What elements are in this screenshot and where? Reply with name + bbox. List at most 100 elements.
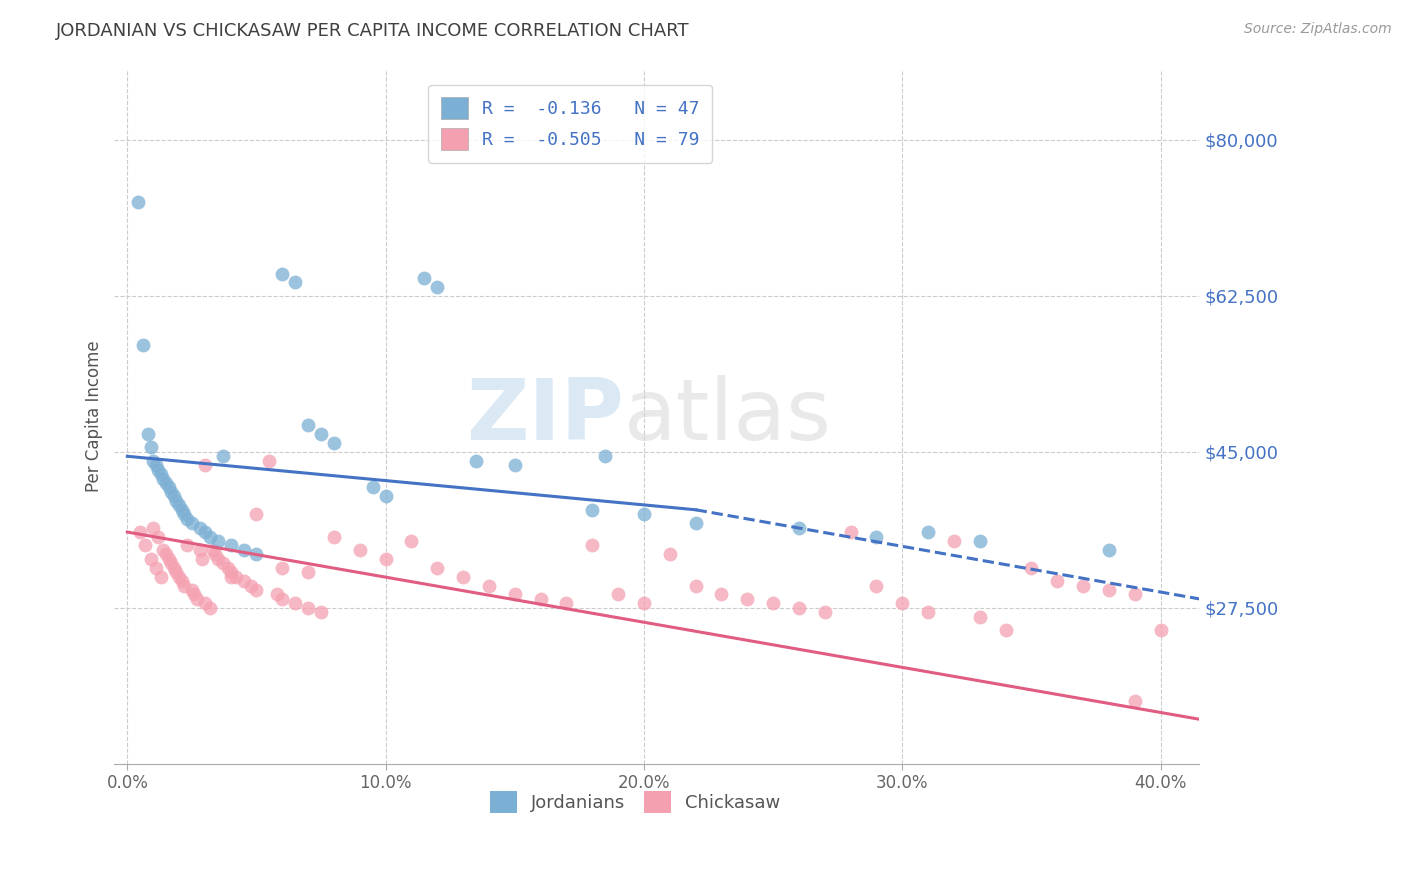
Point — [426, 560, 449, 574]
Point — [201, 542, 224, 557]
Point — [217, 560, 239, 574]
Point — [194, 524, 217, 539]
Point — [167, 498, 190, 512]
Point — [271, 267, 294, 281]
Point — [465, 454, 488, 468]
Point — [943, 533, 966, 548]
Point — [271, 591, 294, 606]
Point — [865, 529, 887, 543]
Point — [155, 476, 177, 491]
Point — [188, 542, 211, 557]
Point — [155, 547, 177, 561]
Point — [284, 276, 307, 290]
Point — [173, 578, 195, 592]
Point — [148, 529, 170, 543]
Point — [149, 467, 172, 482]
Point — [917, 605, 939, 619]
Point — [129, 524, 152, 539]
Point — [297, 565, 319, 579]
Point — [309, 427, 332, 442]
Point — [1098, 582, 1121, 597]
Point — [581, 538, 603, 552]
Point — [173, 507, 195, 521]
Point — [685, 578, 707, 592]
Point — [204, 547, 226, 561]
Point — [170, 502, 193, 516]
Point — [186, 591, 208, 606]
Point — [170, 574, 193, 588]
Point — [555, 596, 578, 610]
Point — [787, 600, 810, 615]
Point — [191, 551, 214, 566]
Point — [176, 538, 198, 552]
Y-axis label: Per Capita Income: Per Capita Income — [86, 341, 103, 492]
Point — [232, 574, 254, 588]
Point — [323, 436, 346, 450]
Point — [127, 195, 149, 210]
Point — [374, 551, 396, 566]
Point — [148, 463, 170, 477]
Point — [917, 524, 939, 539]
Point — [142, 520, 165, 534]
Point — [297, 600, 319, 615]
Point — [969, 533, 991, 548]
Point — [413, 271, 436, 285]
Point — [240, 578, 263, 592]
Point — [157, 481, 180, 495]
Point — [180, 516, 202, 530]
Point — [219, 538, 242, 552]
Point — [1150, 623, 1173, 637]
Point — [134, 538, 156, 552]
Point — [163, 560, 186, 574]
Point — [685, 516, 707, 530]
Point — [994, 623, 1017, 637]
Point — [165, 493, 187, 508]
Point — [503, 587, 526, 601]
Point — [266, 587, 288, 601]
Point — [530, 591, 553, 606]
Text: JORDANIAN VS CHICKASAW PER CAPITA INCOME CORRELATION CHART: JORDANIAN VS CHICKASAW PER CAPITA INCOME… — [56, 22, 690, 40]
Point — [132, 338, 155, 352]
Point — [593, 450, 616, 464]
Point — [374, 490, 396, 504]
Point — [762, 596, 785, 610]
Point — [165, 565, 187, 579]
Point — [1021, 560, 1043, 574]
Point — [451, 569, 474, 583]
Point — [1123, 694, 1146, 708]
Point — [245, 507, 267, 521]
Point — [245, 547, 267, 561]
Text: atlas: atlas — [624, 375, 832, 458]
Point — [152, 472, 174, 486]
Point — [271, 560, 294, 574]
Point — [969, 609, 991, 624]
Text: Source: ZipAtlas.com: Source: ZipAtlas.com — [1244, 22, 1392, 37]
Point — [787, 520, 810, 534]
Legend: Jordanians, Chickasaw: Jordanians, Chickasaw — [479, 780, 792, 824]
Point — [207, 533, 229, 548]
Point — [188, 520, 211, 534]
Point — [658, 547, 681, 561]
Point — [176, 511, 198, 525]
Point — [145, 560, 167, 574]
Point — [212, 450, 235, 464]
Point — [194, 596, 217, 610]
Point — [152, 542, 174, 557]
Point — [323, 529, 346, 543]
Point — [710, 587, 733, 601]
Point — [225, 569, 247, 583]
Point — [160, 556, 183, 570]
Point — [633, 507, 655, 521]
Point — [1071, 578, 1094, 592]
Point — [361, 481, 384, 495]
Point — [633, 596, 655, 610]
Point — [219, 565, 242, 579]
Point — [194, 458, 217, 473]
Point — [142, 454, 165, 468]
Point — [160, 485, 183, 500]
Point — [401, 533, 423, 548]
Point — [891, 596, 914, 610]
Point — [167, 569, 190, 583]
Point — [180, 582, 202, 597]
Point — [149, 569, 172, 583]
